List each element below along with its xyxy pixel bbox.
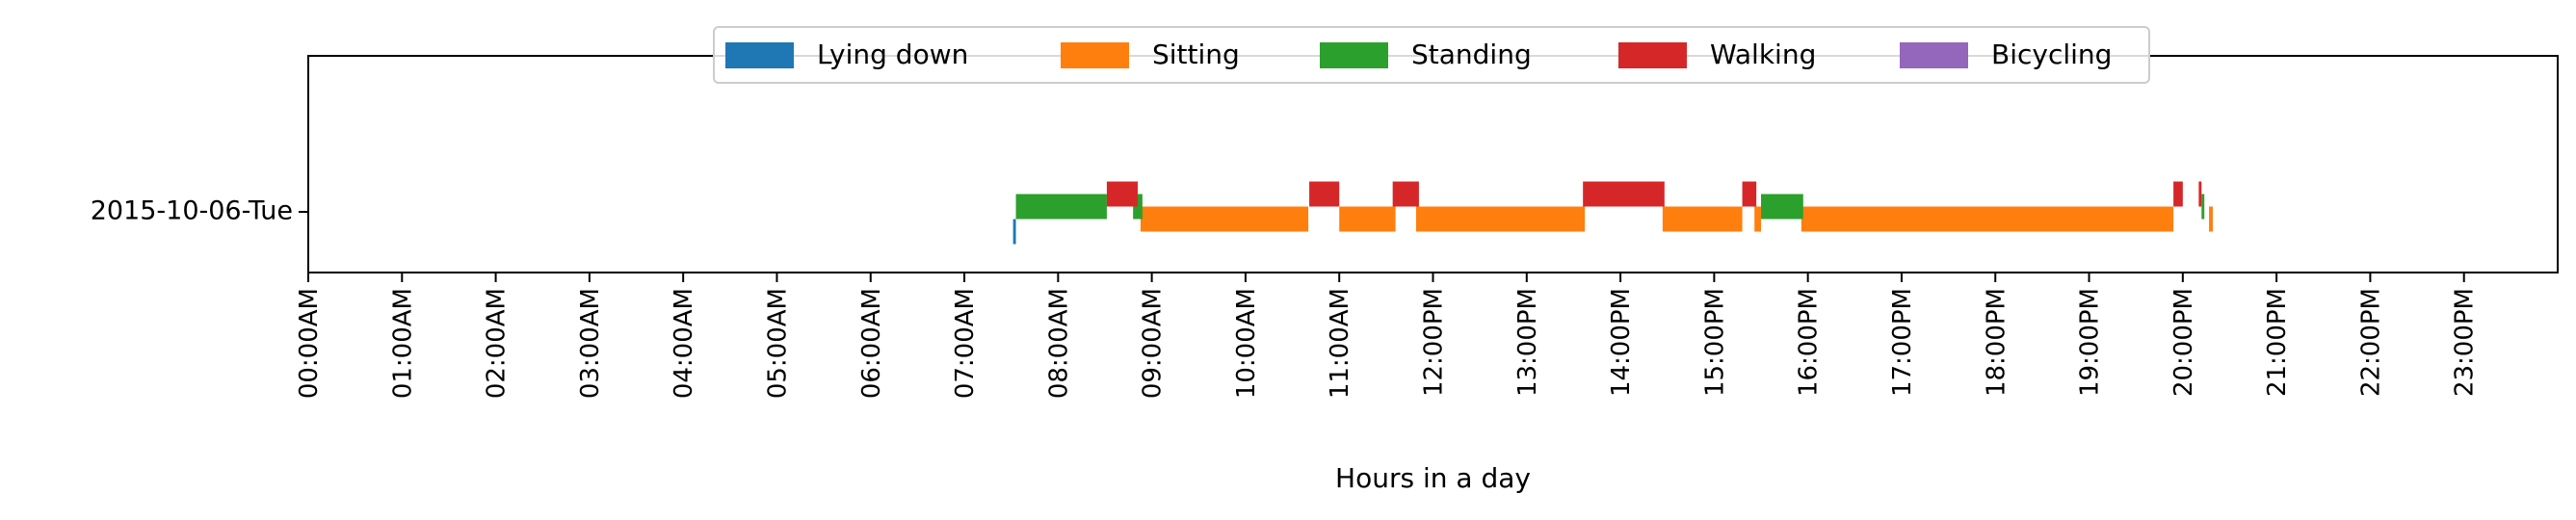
legend-swatch-standing — [1320, 42, 1388, 68]
activity-bar-walking — [1309, 181, 1340, 207]
x-tick-label: 08:00AM — [1044, 288, 1073, 399]
activity-bar-standing — [1015, 194, 1107, 220]
x-tick-label: 12:00PM — [1420, 288, 1449, 397]
x-tick-label: 18:00PM — [1982, 288, 2011, 397]
activity-bar-sitting — [1140, 206, 1309, 232]
activity-bar-lying-down — [1012, 219, 1016, 245]
activity-bar-sitting — [1339, 206, 1396, 232]
x-tick-label: 00:00AM — [295, 288, 324, 399]
y-tick-label: 2015-10-06-Tue — [91, 196, 293, 226]
legend-label: Standing — [1411, 39, 1532, 70]
activity-bar-sitting — [1754, 206, 1762, 232]
legend-label: Bicycling — [1991, 39, 2112, 70]
y-axis: 2015-10-06-Tue — [91, 196, 308, 226]
legend-items: Lying down Sitting Standing Walking Bicyclin… — [725, 39, 2112, 70]
activity-bar-sitting — [1415, 206, 1586, 232]
activity-bar-sitting — [2209, 206, 2213, 232]
activity-bar-walking — [2173, 181, 2183, 207]
legend-label: Sitting — [1152, 39, 1240, 70]
x-axis-title: Hours in a day — [1335, 462, 1531, 494]
x-tick-label: 10:00AM — [1232, 288, 1261, 399]
legend-box — [713, 26, 2150, 84]
x-tick-label: 14:00PM — [1607, 288, 1636, 397]
activity-bar-walking — [1583, 181, 1665, 207]
activity-bar-standing — [2201, 194, 2205, 220]
x-tick-label: 07:00AM — [951, 288, 980, 399]
x-tick-label: 22:00PM — [2356, 288, 2385, 397]
activity-bar-walking — [1742, 181, 1757, 207]
activity-bar-walking — [2198, 181, 2202, 207]
legend-label: Lying down — [817, 39, 968, 70]
x-axis: 00:00AM 01:00AM 02:00AM 03:00AM 04:00AM 05:00… — [295, 273, 2480, 399]
x-tick-label: 06:00AM — [857, 288, 886, 399]
x-tick-label: 15:00PM — [1700, 288, 1729, 397]
activity-bars — [1012, 181, 2213, 245]
legend-swatch-bicycling — [1900, 42, 1968, 68]
x-tick-label: 21:00PM — [2263, 288, 2292, 397]
x-tick-label: 05:00AM — [763, 288, 792, 399]
legend-swatch-sitting — [1061, 42, 1129, 68]
x-tick-label: 09:00AM — [1139, 288, 1168, 399]
x-tick-label: 13:00PM — [1513, 288, 1542, 397]
x-tick-label: 04:00AM — [670, 288, 698, 399]
legend-label: Walking — [1710, 39, 1816, 70]
x-tick-label: 16:00PM — [1795, 288, 1824, 397]
activity-bar-walking — [1106, 181, 1139, 207]
x-tick-label: 03:00AM — [576, 288, 605, 399]
x-tick-label: 11:00AM — [1326, 288, 1354, 399]
legend-swatch-walking — [1618, 42, 1687, 68]
activity-bar-walking — [1392, 181, 1419, 207]
x-tick-label: 01:00AM — [388, 288, 417, 399]
x-tick-label: 20:00PM — [2169, 288, 2198, 397]
x-tick-label: 19:00PM — [2076, 288, 2105, 397]
activity-bar-standing — [1761, 194, 1803, 220]
x-tick-label: 23:00PM — [2451, 288, 2480, 397]
x-tick-label: 02:00AM — [483, 288, 512, 399]
legend: Lying down Sitting Standing Walking Bicyclin… — [713, 26, 2150, 84]
x-tick-label: 17:00PM — [1888, 288, 1917, 397]
activity-bar-sitting — [1801, 206, 2174, 232]
activity-bar-sitting — [1662, 206, 1743, 232]
legend-swatch-lying-down — [725, 42, 794, 68]
